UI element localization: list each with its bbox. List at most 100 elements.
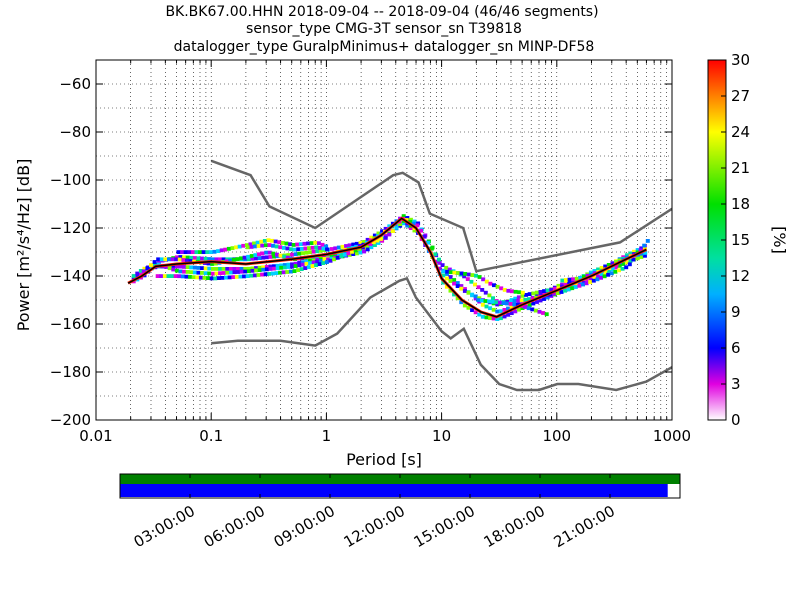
psd-cell: [285, 270, 290, 274]
psd-cell: [141, 269, 146, 274]
psd-cell: [639, 255, 644, 259]
psd-cell: [537, 309, 542, 314]
psd-cell: [313, 240, 318, 245]
psd-cell: [527, 292, 532, 296]
psd-cell: [387, 224, 392, 229]
psd-cell: [335, 255, 340, 260]
colorbar-tick-label: 27: [731, 87, 750, 105]
psd-cell: [189, 255, 194, 260]
psd-cell: [567, 281, 572, 285]
psd-cell: [189, 270, 194, 275]
psd-cell: [237, 244, 242, 249]
psd-cell: [574, 276, 579, 281]
psd-cell: [201, 250, 206, 254]
psd-cell: [339, 254, 344, 259]
psd-cell: [220, 276, 225, 280]
psd-cell: [281, 246, 286, 250]
psd-cell: [552, 291, 557, 296]
psd-cell: [502, 308, 507, 312]
psd-cell: [487, 293, 492, 298]
psd-cell: [232, 267, 237, 271]
psd-cell: [465, 277, 470, 281]
psd-cell: [322, 258, 327, 262]
psd-cell: [174, 264, 179, 269]
psd-cell: [592, 269, 597, 273]
psd-cell: [506, 288, 511, 293]
psd-cell: [257, 268, 262, 272]
psd-cell: [299, 267, 304, 271]
psd-cell: [210, 267, 215, 271]
psd-cell: [239, 269, 244, 274]
psd-cell: [185, 255, 190, 260]
psd-cell: [221, 257, 226, 262]
noise-model-high: [210, 159, 672, 273]
psd-cell: [196, 256, 201, 261]
psd-cell: [185, 258, 189, 263]
psd-cell: [218, 271, 223, 276]
psd-cell: [599, 275, 603, 280]
psd-cell: [178, 255, 183, 259]
psd-cell: [559, 290, 564, 294]
psd-cell: [243, 267, 248, 271]
psd-cell: [538, 292, 543, 297]
psd-cell: [383, 236, 388, 240]
psd-cell: [524, 293, 529, 297]
psd-cell: [267, 243, 272, 247]
psd-cell: [542, 289, 547, 293]
psd-cell: [282, 263, 287, 267]
psd-cell: [505, 301, 510, 306]
psd-cell: [266, 238, 271, 243]
psd-cell: [178, 269, 183, 274]
psd-cell: [298, 242, 303, 247]
psd-cell: [462, 289, 467, 293]
psd-cell: [171, 267, 176, 272]
psd-cell: [440, 263, 445, 267]
psd-cell: [369, 235, 374, 240]
psd-cell: [371, 240, 376, 245]
psd-cell: [239, 256, 243, 261]
psd-cell: [268, 255, 273, 259]
psd-cell: [560, 284, 565, 289]
psd-cell: [455, 296, 460, 301]
psd-cell: [613, 269, 618, 274]
psd-cell: [502, 288, 507, 292]
psd-cell: [206, 261, 211, 266]
time-tick-label: 12:00:00: [341, 502, 408, 551]
psd-cell: [480, 302, 485, 307]
psd-cell: [216, 276, 221, 280]
y-tick-label: −100: [50, 171, 91, 189]
psd-cell: [174, 255, 179, 260]
psd-cell: [250, 256, 255, 261]
psd-cell: [448, 288, 453, 293]
y-tick-label: −180: [50, 363, 91, 381]
psd-cell: [159, 257, 164, 262]
psd-cell: [549, 287, 554, 292]
psd-cell: [308, 261, 313, 265]
psd-cell: [588, 270, 593, 275]
psd-cell: [534, 290, 539, 295]
psd-cell: [315, 257, 320, 262]
psd-cell: [214, 271, 219, 276]
psd-cell: [483, 290, 488, 295]
psd-cell: [295, 242, 300, 247]
y-tick-label: −120: [50, 219, 91, 237]
psd-cell: [321, 261, 326, 265]
psd-cell: [317, 262, 322, 266]
psd-cell: [484, 279, 489, 284]
time-tick-label: 15:00:00: [411, 502, 478, 551]
psd-cell: [225, 257, 230, 262]
psd-cell: [131, 274, 136, 278]
time-tick-label: 09:00:00: [271, 502, 338, 551]
psd-cell: [365, 237, 370, 242]
psd-cell: [628, 251, 633, 256]
psd-cell: [273, 239, 278, 244]
psd-cell: [516, 298, 521, 303]
psd-cell: [250, 268, 255, 273]
psd-cell: [563, 282, 568, 287]
x-axis-ticks: 0.01 0.1 1 10 100 1000: [79, 60, 691, 445]
psd-cell: [184, 274, 189, 279]
psd-cell: [632, 249, 637, 254]
psd-cell: [491, 316, 496, 321]
y-tick-label: −160: [50, 315, 91, 333]
psd-cell: [260, 272, 265, 277]
